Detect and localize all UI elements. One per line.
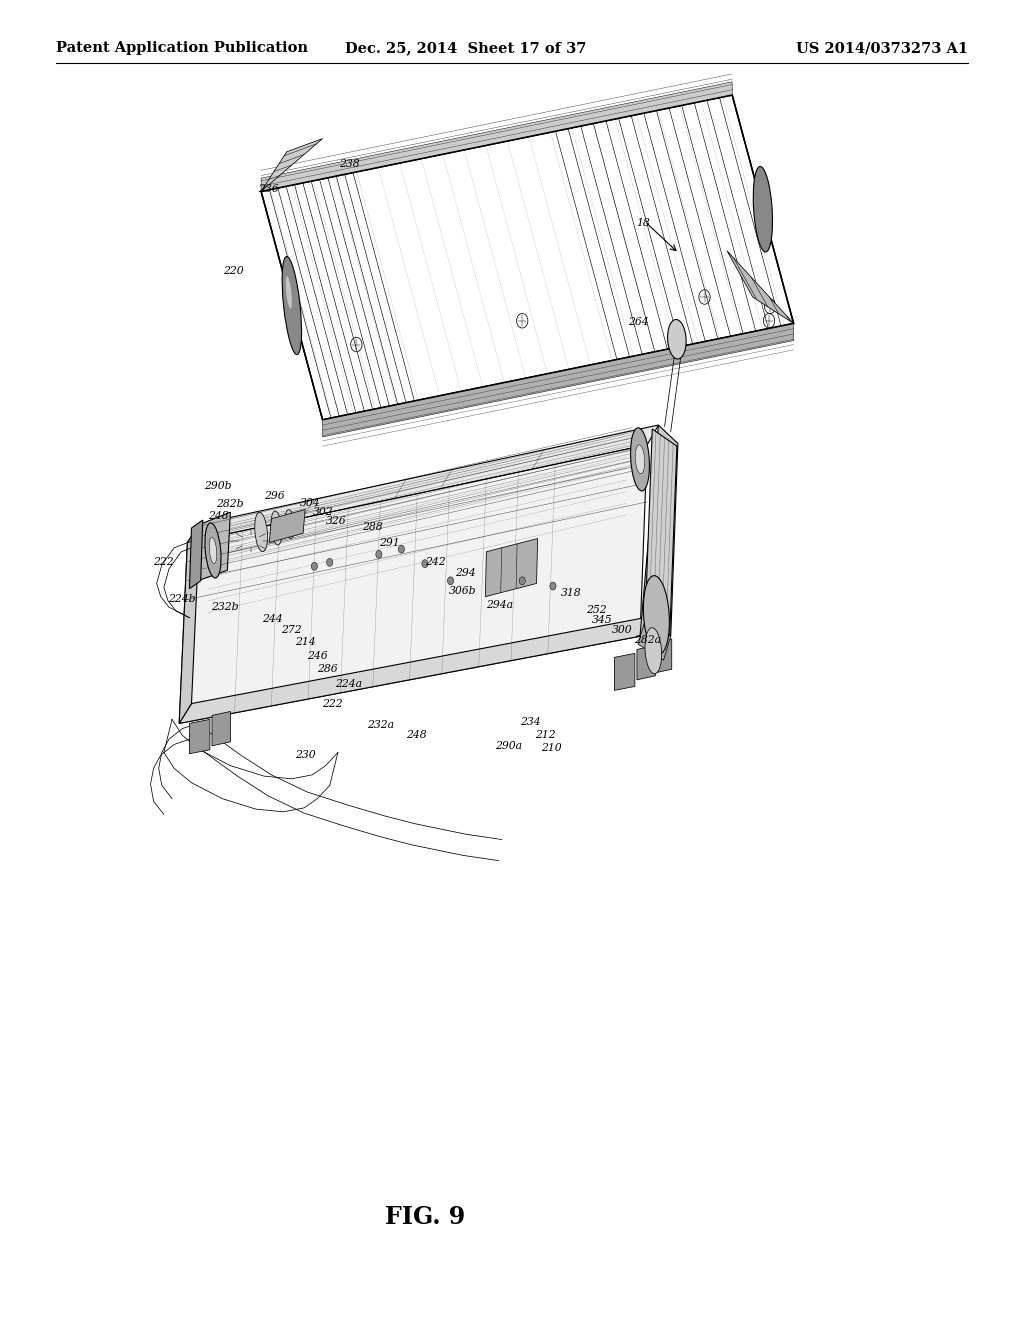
Circle shape [422,560,428,568]
Text: FIG. 9: FIG. 9 [385,1205,465,1229]
Circle shape [519,577,525,585]
Ellipse shape [286,276,292,309]
Ellipse shape [754,166,772,252]
Text: 234: 234 [520,717,541,727]
Polygon shape [645,429,677,636]
Text: 272: 272 [282,624,302,635]
Text: 294a: 294a [486,599,513,610]
Text: 248: 248 [407,730,427,741]
Text: 222: 222 [154,557,174,568]
Text: 306b: 306b [450,586,476,597]
Text: 290a: 290a [496,741,522,751]
Text: 236: 236 [258,183,279,194]
Ellipse shape [635,445,645,474]
Ellipse shape [209,537,217,564]
Text: US 2014/0373273 A1: US 2014/0373273 A1 [796,41,968,55]
Text: 286: 286 [317,664,338,675]
Ellipse shape [205,523,221,578]
Text: 291: 291 [379,537,399,548]
Polygon shape [179,616,651,723]
Text: 238: 238 [339,158,359,169]
Ellipse shape [668,319,686,359]
Polygon shape [261,139,323,191]
Polygon shape [614,653,635,690]
Polygon shape [212,711,230,746]
Polygon shape [179,524,200,723]
Ellipse shape [631,428,649,491]
Polygon shape [640,425,678,636]
Text: 232b: 232b [212,602,239,612]
Text: 210: 210 [541,743,561,754]
Text: 232a: 232a [368,719,394,730]
Polygon shape [187,425,658,543]
Text: 242: 242 [425,557,445,568]
Text: 345: 345 [592,615,612,626]
Text: 18: 18 [636,218,650,228]
Text: 248: 248 [208,511,228,521]
Text: 318: 318 [561,587,582,598]
Text: 294: 294 [455,568,475,578]
Polygon shape [638,620,671,660]
Polygon shape [179,445,647,723]
Polygon shape [269,510,305,543]
Text: 304: 304 [300,498,321,508]
Circle shape [447,577,454,585]
Text: 224b: 224b [169,594,196,605]
Text: 302: 302 [313,507,334,517]
Circle shape [327,558,333,566]
Text: Patent Application Publication: Patent Application Publication [56,41,308,55]
Polygon shape [637,645,655,680]
Ellipse shape [255,512,267,552]
Text: 214: 214 [295,636,315,647]
Polygon shape [261,82,732,191]
Text: 224a: 224a [335,678,361,689]
Ellipse shape [271,511,282,545]
Circle shape [398,545,404,553]
Text: 296: 296 [264,491,285,502]
Polygon shape [485,539,538,597]
Circle shape [550,582,556,590]
Text: 222: 222 [323,698,343,709]
Text: 300: 300 [612,624,633,635]
Text: 282a: 282a [634,635,660,645]
Text: 252: 252 [586,605,606,615]
Text: 220: 220 [223,265,244,276]
Ellipse shape [643,576,670,655]
Ellipse shape [285,510,295,539]
Circle shape [376,550,382,558]
Text: 244: 244 [262,614,283,624]
Text: 264: 264 [628,317,648,327]
Text: 290b: 290b [205,480,231,491]
Polygon shape [653,639,672,673]
Ellipse shape [283,256,301,355]
Polygon shape [189,719,210,754]
Text: Dec. 25, 2014  Sheet 17 of 37: Dec. 25, 2014 Sheet 17 of 37 [345,41,587,55]
Polygon shape [198,512,230,581]
Polygon shape [189,520,203,589]
Circle shape [311,562,317,570]
Text: 326: 326 [326,516,346,527]
Text: 288: 288 [362,521,383,532]
Text: 212: 212 [536,730,556,741]
Polygon shape [727,251,794,323]
Polygon shape [323,323,794,437]
Text: 282b: 282b [216,499,243,510]
Text: 246: 246 [307,651,328,661]
Ellipse shape [645,628,662,673]
Text: 230: 230 [295,750,315,760]
Polygon shape [261,95,794,420]
